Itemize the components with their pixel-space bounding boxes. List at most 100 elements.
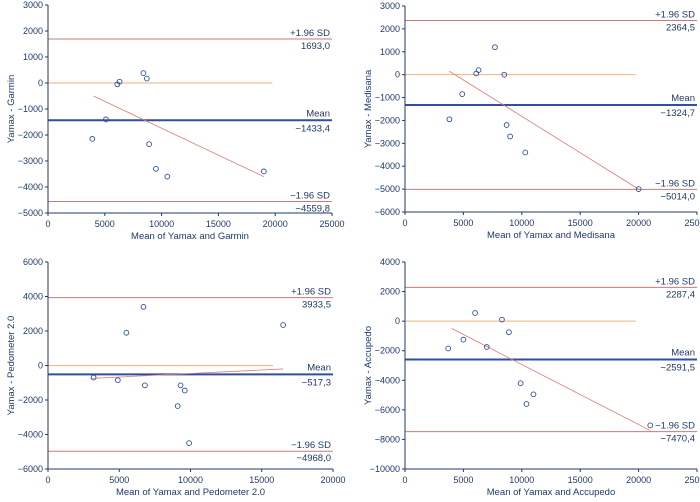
upper-loa-value: 2364,5 [666, 23, 695, 34]
y-tick-label: 6000 [23, 257, 43, 267]
upper-loa-value: 2287,4 [666, 289, 695, 300]
mean-value: −1324,7 [660, 108, 695, 119]
x-tick-label: 25000 [319, 219, 344, 229]
x-tick-label: 20000 [626, 218, 651, 228]
y-tick-label: −1000 [18, 104, 43, 114]
y-tick-label: −5000 [18, 208, 43, 218]
chart-panel-2: 3000200010000−1000−2000−3000−4000−5000−6… [363, 1, 700, 241]
x-tick-label: 25000 [684, 218, 700, 228]
y-tick-label: 0 [395, 316, 400, 326]
mean-label: Mean [671, 347, 695, 358]
y-tick-label: −6000 [375, 207, 400, 217]
mean-label: Mean [306, 108, 330, 119]
data-point [492, 44, 498, 51]
x-tick-label: 15000 [206, 219, 231, 229]
data-point [507, 133, 513, 140]
data-point [164, 173, 171, 180]
x-tick-label: 20000 [626, 475, 651, 485]
upper-loa-label: +1.96 SD [655, 10, 695, 21]
y-tick-label: 4000 [380, 257, 400, 267]
y-tick-label: 1000 [23, 52, 43, 62]
upper-loa-label: +1.96 SD [291, 287, 331, 298]
x-tick-label: 25000 [684, 475, 700, 485]
upper-loa-value: 3933,5 [302, 300, 331, 311]
x-tick-label: 10000 [509, 218, 534, 228]
mean-value: −2591,5 [660, 362, 695, 373]
data-point [445, 345, 452, 352]
mean-label: Mean [671, 93, 695, 104]
y-tick-label: 4000 [23, 292, 43, 302]
y-axis-title: Yamax - Accupedo [363, 326, 374, 405]
x-axis-title: Mean of Yamax and Garmin [131, 231, 249, 242]
y-tick-label: 1000 [380, 47, 400, 57]
data-point [506, 329, 512, 336]
x-tick-label: 0 [402, 475, 407, 485]
data-point [177, 382, 184, 389]
lower-loa-label: −1.96 SD [291, 440, 331, 451]
x-tick-label: 5000 [95, 219, 115, 229]
data-point [181, 387, 188, 394]
y-tick-label: −2000 [18, 130, 43, 140]
y-tick-label: −1000 [375, 93, 400, 103]
y-tick-label: 2000 [380, 24, 400, 34]
y-tick-label: 2000 [23, 326, 43, 336]
y-tick-label: 3000 [380, 1, 400, 11]
data-point [186, 440, 192, 446]
y-tick-label: −4000 [18, 182, 43, 192]
x-tick-label: 10000 [149, 219, 174, 229]
data-point [647, 422, 654, 429]
data-point [143, 75, 150, 82]
data-point [140, 304, 147, 310]
y-tick-label: −2000 [18, 395, 43, 405]
upper-loa-label: +1.96 SD [290, 28, 330, 39]
data-point [459, 91, 466, 97]
x-tick-label: 0 [45, 219, 50, 229]
lower-loa-label: −1.96 SD [655, 421, 695, 432]
upper-loa-value: 1693,0 [301, 41, 330, 52]
data-point [483, 344, 490, 350]
x-axis-title: Mean of Yamax and Medisana [487, 230, 616, 241]
data-point [499, 316, 505, 323]
data-point [260, 168, 267, 175]
y-tick-label: 2000 [23, 26, 43, 36]
data-point [635, 186, 642, 192]
data-point [473, 70, 480, 77]
y-tick-label: −6000 [18, 464, 43, 474]
x-tick-label: 10000 [178, 475, 203, 485]
data-point [114, 377, 121, 384]
data-point [523, 401, 530, 407]
data-point [123, 329, 130, 336]
data-point [501, 71, 508, 78]
x-axis-title: Mean of Yamax and Accupedo [487, 487, 616, 498]
y-tick-label: 0 [38, 361, 43, 371]
y-axis-title: Yamax - Medisana [363, 69, 374, 148]
x-tick-label: 0 [45, 475, 50, 485]
data-point [142, 382, 148, 389]
mean-label: Mean [307, 362, 331, 373]
y-tick-label: −2000 [375, 115, 400, 125]
y-tick-label: −3000 [375, 138, 400, 148]
data-point [103, 116, 109, 123]
x-tick-label: 20000 [263, 219, 288, 229]
y-axis-title: Yamax - Pedometer 2.0 [6, 316, 17, 416]
y-tick-label: 0 [38, 78, 43, 88]
y-tick-label: 0 [395, 70, 400, 80]
x-tick-label: 20000 [320, 475, 345, 485]
regression-line [449, 70, 639, 190]
data-point [475, 67, 482, 73]
y-tick-label: −3000 [18, 156, 43, 166]
lower-loa-value: −7470,4 [660, 434, 695, 445]
lower-loa-label: −1.96 SD [290, 191, 330, 202]
mean-value: −1433,4 [295, 123, 330, 134]
lower-loa-value: −4559,8 [295, 204, 330, 215]
data-point [530, 391, 537, 398]
data-point [280, 322, 286, 328]
x-axis-title: Mean of Yamax and Pedometer 2.0 [116, 487, 265, 498]
data-point [446, 116, 453, 123]
data-point [140, 70, 147, 76]
y-tick-label: 2000 [380, 287, 400, 297]
x-tick-label: 15000 [568, 475, 593, 485]
data-point [90, 374, 97, 381]
